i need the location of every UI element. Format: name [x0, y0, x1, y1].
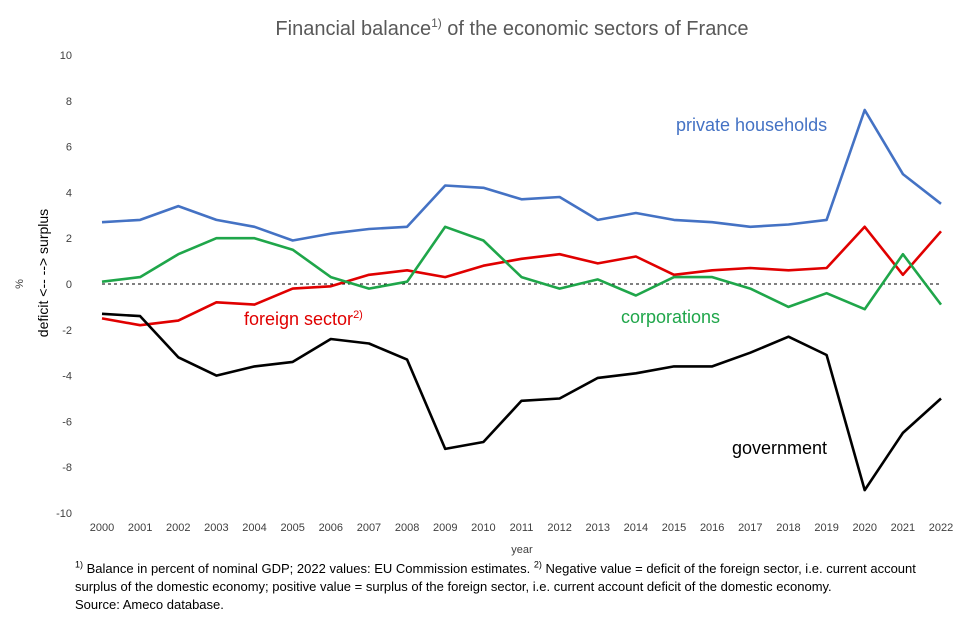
x-tick-label: 2016 [700, 522, 724, 534]
y-tick-label: -4 [62, 371, 72, 383]
x-tick-label: 2002 [166, 522, 190, 534]
series-label-government: government [732, 438, 827, 458]
x-tick-label: 2007 [357, 522, 381, 534]
x-tick-label: 2020 [852, 522, 876, 534]
x-tick-label: 2010 [471, 522, 495, 534]
series-line-government [101, 312, 942, 492]
series-lines [101, 108, 943, 492]
x-axis-ticks: 2000 2001 2002 2003 2004 2005 2006 2007 2008 2009… [90, 522, 953, 534]
x-tick-label: 2011 [510, 522, 534, 534]
x-tick-label: 2004 [242, 522, 266, 534]
footnote-1-marker: 1) [75, 559, 84, 570]
chart-title-suffix: of the economic sectors of France [442, 18, 749, 40]
chart-title-note-marker: 1) [431, 16, 442, 30]
y-tick-label: -10 [56, 508, 72, 520]
footnote-2-text: Negative value = deficit of the foreign … [75, 561, 916, 594]
x-tick-label: 2001 [128, 522, 152, 534]
series-label-foreign-sector: foreign sector2) [244, 309, 363, 329]
x-tick-label: 2022 [929, 522, 953, 534]
x-tick-label: 2003 [204, 522, 228, 534]
footnote-source: Source: Ameco database. [75, 597, 224, 612]
x-tick-label: 2017 [738, 522, 762, 534]
x-tick-label: 2000 [90, 522, 114, 534]
x-axis-title: year [511, 544, 533, 556]
y-tick-label: 6 [66, 142, 72, 154]
x-tick-label: 2009 [433, 522, 457, 534]
x-tick-label: 2005 [280, 522, 304, 534]
y-tick-label: 10 [60, 50, 72, 62]
chart-title: Financial balance1) of the economic sect… [275, 16, 748, 40]
footnote-1-text: Balance in percent of nominal GDP; 2022 … [83, 561, 534, 576]
y-tick-label: -2 [62, 325, 72, 337]
footnote: 1) Balance in percent of nominal GDP; 20… [75, 560, 955, 614]
series-label-foreign-sector-note: 2) [353, 309, 363, 321]
chart: Financial balance1) of the economic sect… [14, 16, 953, 556]
y-axis-unit: % [14, 279, 26, 289]
x-tick-label: 2019 [814, 522, 838, 534]
y-tick-label: 2 [66, 233, 72, 245]
x-tick-label: 2006 [319, 522, 343, 534]
x-tick-label: 2014 [624, 522, 648, 534]
y-tick-label: -8 [62, 462, 72, 474]
y-tick-label: 4 [66, 187, 72, 199]
series-line-corporations [101, 225, 943, 311]
y-tick-label: 0 [66, 279, 72, 291]
x-tick-label: 2015 [662, 522, 686, 534]
x-tick-label: 2008 [395, 522, 419, 534]
series-label-corporations: corporations [621, 307, 720, 327]
series-line-private-households [101, 108, 942, 242]
series-label-private-households: private households [676, 115, 827, 135]
x-tick-label: 2021 [891, 522, 915, 534]
chart-title-main: Financial balance [275, 18, 431, 40]
y-axis-title: deficit <-- --> surplus [35, 209, 51, 337]
y-tick-label: 8 [66, 96, 72, 108]
x-tick-label: 2018 [776, 522, 800, 534]
y-tick-label: -6 [62, 416, 72, 428]
y-axis-ticks: -10 -8 -6 -4 -2 0 2 4 6 8 10 [56, 50, 72, 520]
x-tick-label: 2013 [586, 522, 610, 534]
footnote-2-marker: 2) [533, 559, 542, 570]
series-line-foreign-sector [101, 225, 942, 327]
series-label-foreign-sector-text: foreign sector [244, 309, 353, 329]
x-tick-label: 2012 [547, 522, 571, 534]
